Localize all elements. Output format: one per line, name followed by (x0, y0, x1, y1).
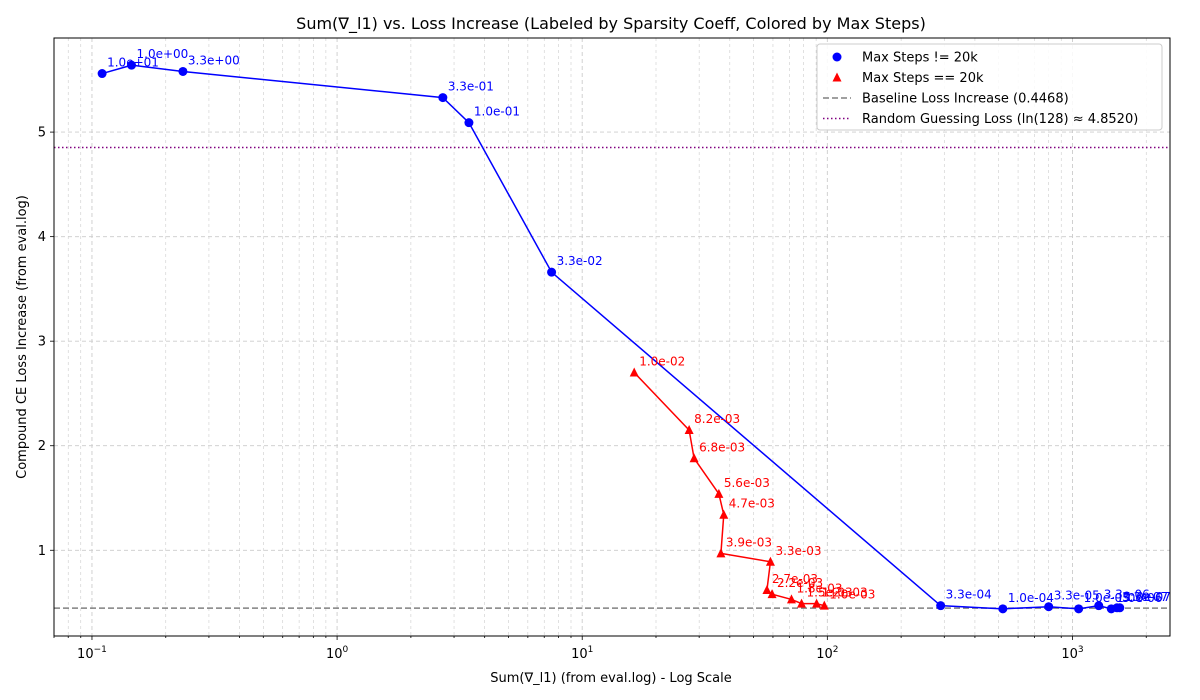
red-triangle-point (797, 598, 807, 608)
legend-label: Random Guessing Loss (ln(128) ≈ 4.8520) (862, 112, 1138, 127)
y-tick-label: 4 (38, 230, 46, 245)
x-axis-label: Sum(∇_l1) (from eval.log) - Log Scale (490, 671, 732, 686)
red-triangle-point (762, 585, 772, 594)
blue-circle-point (1094, 601, 1104, 611)
legend-circle-marker (832, 52, 842, 62)
blue-circle-point (1044, 602, 1054, 612)
x-tick-label: 100 (326, 645, 349, 662)
y-tick-label: 5 (38, 126, 46, 141)
point-label: 1.8e-03 (796, 581, 842, 595)
y-tick-label: 1 (38, 544, 46, 559)
blue-circle-point (547, 267, 557, 277)
red-triangle-point (684, 425, 694, 435)
point-labels: 1.0e+011.0e+00 3.3e+00 3.3e-01 1.0e-01 3.3e-… (107, 47, 1171, 605)
point-label: 1.5e-03 (807, 586, 853, 600)
axis-ticks: 10−1 100 101 102 103 1 2 3 4 5 (38, 126, 1147, 662)
blue-circle-point (464, 118, 474, 128)
point-label: 3.3e-01 (448, 80, 494, 94)
chart-title: Sum(∇_l1) vs. Loss Increase (Labeled by … (296, 14, 926, 34)
point-label: 1.0e+00 (137, 47, 189, 61)
point-label: 2.7e-03 (772, 572, 818, 586)
red-triangle-point (689, 453, 699, 463)
y-axis-label: Compound CE Loss Increase (from eval.log… (15, 195, 30, 479)
point-label: 1.0e-03 (829, 588, 875, 602)
point-label: 3.3e-03 (775, 544, 821, 558)
red-triangle-point (629, 367, 639, 377)
blue-circle-point (438, 93, 448, 103)
point-label: 1.0e+01 (107, 56, 159, 70)
series-lines (101, 64, 1120, 610)
red-triangle-point (812, 598, 822, 608)
x-tick-label: 102 (816, 645, 838, 662)
y-tick-label: 2 (38, 439, 46, 454)
point-label: 3.3e-07 (1122, 590, 1168, 604)
blue-circle-point (178, 66, 188, 76)
legend: Max Steps != 20k Max Steps == 20k Baseline… (816, 43, 1163, 131)
legend-label: Max Steps != 20k (862, 51, 978, 66)
plot-frame (53, 37, 1171, 637)
point-label: 6.8e-03 (699, 440, 745, 454)
point-label: 3.3e-02 (557, 254, 603, 268)
legend-label: Baseline Loss Increase (0.4468) (862, 92, 1069, 107)
red-triangle-point (714, 488, 724, 498)
point-label: 1.0e-04 (1008, 591, 1054, 605)
point-label: 4.7e-03 (729, 497, 775, 511)
y-tick-label: 3 (38, 335, 46, 350)
x-tick-label: 10−1 (77, 645, 107, 662)
point-label: 1.0e-07 (1125, 590, 1171, 604)
point-label: 3.9e-03 (726, 535, 772, 549)
blue-circle-point (1115, 603, 1125, 613)
point-label: 3.3e-05 (1054, 589, 1100, 603)
grid (53, 38, 1170, 636)
blue-circle-point (97, 69, 107, 79)
x-tick-label: 101 (571, 645, 593, 662)
data-points (97, 60, 1125, 614)
red-triangle-point (719, 509, 729, 519)
blue-circle-point (936, 601, 946, 611)
point-label: 5.6e-03 (724, 476, 770, 490)
blue-series-line (101, 64, 1120, 610)
point-label: 3.3e-04 (946, 588, 992, 602)
blue-circle-point (1074, 604, 1084, 614)
x-tick-label: 103 (1061, 645, 1083, 662)
point-label: 1.2e-03 (822, 586, 868, 600)
point-label: 3.3e+00 (188, 53, 240, 67)
reference-lines (54, 146, 1170, 609)
legend-label: Max Steps == 20k (862, 71, 984, 86)
red-triangle-point (786, 594, 796, 604)
red-triangle-point (767, 589, 777, 599)
red-triangle-point (819, 600, 829, 610)
legend-box (816, 43, 1163, 131)
point-label: 2.2e-03 (777, 576, 823, 590)
blue-circle-point (127, 60, 137, 70)
point-label: 1.0e-02 (639, 355, 685, 369)
blue-circle-point (998, 604, 1008, 614)
red-triangle-point (765, 556, 775, 566)
red-triangle-point (716, 548, 726, 558)
point-label: 1.0e-05 (1084, 591, 1130, 605)
point-label: 3.3e-06 (1104, 588, 1150, 602)
point-label: 1.0e-01 (474, 105, 520, 119)
legend-triangle-marker (832, 72, 842, 82)
point-label: 8.2e-03 (694, 412, 740, 426)
point-label: 1.0e-06 (1116, 591, 1162, 605)
